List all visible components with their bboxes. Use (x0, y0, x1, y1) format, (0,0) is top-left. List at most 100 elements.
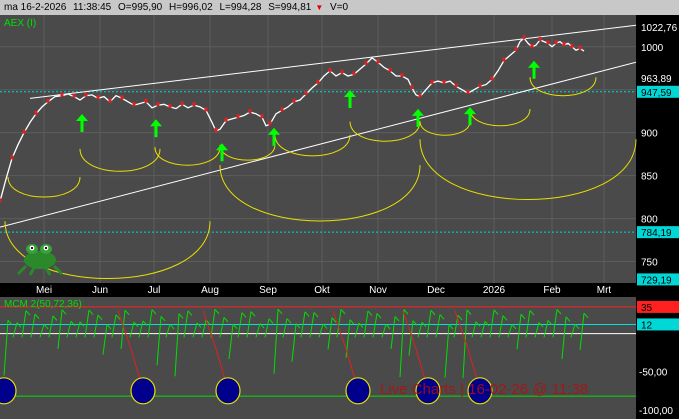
oscillator-rise (579, 313, 585, 350)
oscillator-rise (57, 309, 63, 350)
oscillator-rise (111, 314, 117, 338)
oscillator-rise (93, 315, 99, 338)
x-tick-label: Okt (314, 285, 330, 296)
oscillator-rise (543, 320, 549, 338)
oscillator-rise (520, 313, 526, 320)
cycle-arc (469, 108, 531, 127)
main-chart-title: AEX (I) (4, 18, 36, 29)
oscillator-rise (291, 323, 297, 362)
oscillator-rise (160, 315, 166, 322)
oscillator-rise (372, 313, 378, 338)
up-arrow-icon (76, 114, 88, 122)
oscillator-rise (538, 322, 544, 328)
main-plot-area (0, 15, 636, 283)
price-chart: Mei Jun Jul Aug Sep Okt Nov Dec 2026 Feb Mrt 750 800… (0, 15, 679, 419)
cycle-arc (7, 176, 81, 198)
price-bar (340, 69, 344, 74)
oscillator-rise (516, 314, 522, 350)
price-bar (364, 60, 368, 65)
oscillator-fall (117, 310, 141, 380)
price-bar (522, 35, 526, 40)
price-bar (144, 98, 148, 103)
oscillator-rise (583, 312, 589, 319)
oscillator-rise (268, 318, 274, 324)
y-tick-label: 1000 (641, 43, 664, 54)
indicator-level-box (637, 300, 679, 313)
price-bar (248, 109, 252, 114)
indicator-level-box (637, 318, 679, 331)
oscillator-rise (309, 312, 315, 338)
oscillator-rise (525, 310, 531, 338)
oscillator-rise (70, 320, 76, 327)
cycle-arc (419, 121, 471, 136)
quote-header: ma 16-2-2026 11:38:45 O=995,90 H=996,02 … (0, 0, 679, 15)
price-bar (204, 107, 208, 112)
oscillator-rise (349, 319, 355, 325)
oscillator-rise (408, 320, 414, 356)
price-bar (280, 107, 284, 112)
oscillator-rise (498, 315, 504, 338)
price-bar (502, 57, 506, 62)
oscillator-rise (88, 309, 94, 315)
oscillator-rise (385, 323, 391, 330)
price-bar (84, 92, 88, 97)
price-bar (60, 92, 64, 97)
price-bar (418, 93, 422, 98)
price-bar (22, 129, 26, 134)
oscillator-rise (246, 311, 252, 338)
oscillator-rise (174, 313, 180, 377)
oscillator-rise (66, 321, 72, 338)
price-tag: 784,19 (641, 228, 672, 239)
price-axis (636, 15, 679, 419)
cycle-arc (79, 148, 161, 172)
oscillator-rise (340, 308, 346, 315)
price-tag: 963,89 (641, 74, 672, 85)
oscillator-rise (115, 314, 121, 320)
oscillator-rise (502, 315, 508, 321)
price-tag: 1022,76 (641, 23, 678, 34)
oscillator-rise (403, 309, 409, 315)
oscillator-fall (454, 310, 478, 380)
indicator-y-tick: -50,00 (639, 368, 668, 379)
oscillator-rise (106, 324, 112, 330)
oscillator-rise (367, 310, 373, 316)
oscillator-rise (192, 322, 198, 338)
cycle-arc (219, 165, 421, 222)
price-bar (352, 71, 356, 76)
oscillator-rise (241, 312, 247, 318)
oscillator-rise (354, 322, 360, 338)
low-marker-circle (130, 377, 156, 405)
price-bar (454, 83, 458, 88)
low-marker-circle (345, 377, 371, 405)
oscillator-rise (165, 324, 171, 338)
low-marker-circle (215, 377, 241, 405)
x-tick-label: Mrt (597, 285, 612, 296)
indicator-title: MCM 2(50,72,36) (4, 299, 82, 310)
price-bar (192, 102, 196, 107)
price-bar (46, 98, 50, 103)
oscillator-rise (214, 308, 220, 315)
price-bar (530, 43, 534, 48)
oscillator-rise (529, 310, 535, 316)
price-bar (108, 98, 112, 103)
trendline (0, 61, 637, 228)
oscillator-rise (430, 309, 436, 316)
oscillator-rise (439, 314, 445, 320)
y-tick-label: 750 (641, 258, 658, 269)
y-tick-label: 900 (641, 129, 658, 140)
oscillator-rise (147, 309, 153, 338)
oscillator-fall (202, 310, 226, 380)
price-bar (410, 85, 414, 90)
oscillator-rise (507, 324, 513, 338)
oscillator-rise (232, 323, 238, 329)
oscillator-rise (30, 313, 36, 338)
price-series (0, 37, 585, 202)
price-bar (538, 36, 542, 41)
oscillator-rise (124, 309, 130, 316)
oscillator-rise (183, 310, 189, 338)
price-bar (0, 198, 2, 203)
indicator-level-label: 35 (641, 303, 653, 314)
oscillator-rise (7, 319, 13, 326)
price-bar (268, 121, 272, 126)
price-bar (554, 40, 558, 45)
